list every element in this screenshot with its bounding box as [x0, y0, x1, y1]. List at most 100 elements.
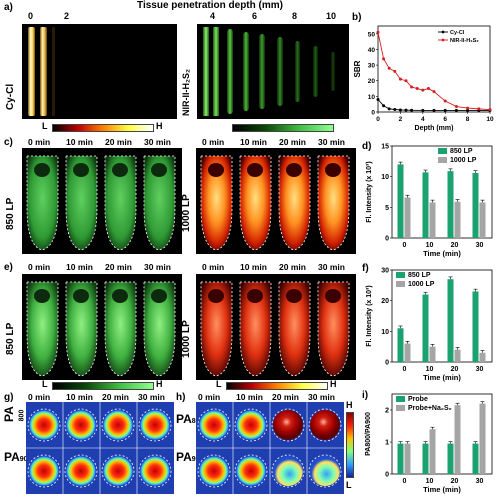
time-label: 0 min: [28, 137, 51, 147]
tick: 8: [292, 11, 298, 21]
y-tick-label: 15: [381, 144, 389, 151]
data-point: [432, 90, 436, 94]
y-tick-label: 0: [385, 236, 389, 243]
time-label: 10 min: [66, 137, 93, 147]
bar: [397, 328, 404, 362]
x-tick-label: 30: [476, 366, 484, 373]
panel-c-letter: c): [4, 137, 13, 148]
x-tick-label: 30: [476, 478, 484, 485]
x-tick-label: 0: [376, 116, 380, 123]
y-tick-label: 10: [368, 94, 376, 101]
panel-d-letter: d): [362, 141, 372, 152]
x-tick-label: 20: [451, 478, 459, 485]
legend-label: 850 LP: [450, 148, 473, 155]
time-label: 20 min: [105, 262, 132, 272]
bar: [454, 349, 461, 362]
fl-intensity-bar-chart-f: 0 10 20 30 0 10 20 30 Time (min) Fl. Intensity (x…: [366, 268, 493, 382]
panel-c-right-label: 1000 LP: [181, 194, 192, 232]
data-point: [454, 108, 458, 112]
bar: [472, 443, 479, 474]
pa-images-h: [196, 402, 344, 494]
nir-ii-image: [197, 24, 349, 119]
time-label: 10 min: [240, 262, 267, 272]
time-label: 10 min: [236, 392, 263, 402]
time-label: 30 min: [144, 262, 171, 272]
x-axis-label: Depth (mm): [415, 125, 454, 132]
x-tick-label: 30: [476, 242, 484, 249]
pa-label: PA: [176, 450, 192, 464]
data-point: [432, 108, 436, 112]
y-tick-label: 5: [385, 205, 389, 212]
x-axis-label: Time (min): [423, 373, 461, 382]
y-tick-label: 30: [368, 63, 376, 70]
sbr-line-chart: 0 10 20 30 40 50 0 2 4 6 8 10 Depth (mm) SBR Cy-Cl NIR-…: [353, 25, 494, 132]
x-tick-label: 10: [426, 478, 434, 485]
x-tick-label: 0: [403, 478, 407, 485]
panel-h-letter: h): [176, 392, 186, 403]
panel-a-ticks-left: 0 2: [24, 11, 204, 23]
time-label: 30 min: [144, 137, 171, 147]
legend-swatch: [396, 281, 405, 287]
plot-frame: [391, 145, 493, 239]
tube-drawing: [200, 155, 350, 251]
data-point: [443, 99, 447, 103]
tube-drawing: [200, 281, 350, 377]
bar: [472, 291, 479, 362]
series-line: [377, 32, 491, 111]
legend-label: NIR-II-H₂S₂: [450, 38, 479, 44]
pa-label: PA: [2, 406, 16, 422]
data-point: [376, 97, 380, 101]
panel-a-title: Tissue penetration depth (mm): [137, 0, 283, 11]
data-point: [477, 107, 481, 111]
hot-colorbar: [52, 124, 154, 132]
pa-label: PA: [176, 412, 192, 426]
bar: [479, 202, 486, 238]
data-point: [376, 30, 380, 34]
data-point: [398, 108, 402, 112]
panel-a-left-label: Cy-Cl: [5, 83, 16, 110]
panel-a-right-label: NIR-II-H₂S₂: [181, 69, 191, 116]
data-point: [426, 87, 430, 91]
y-tick-label: 20: [368, 78, 376, 85]
legend-label: 850 LP: [408, 272, 431, 279]
pa900-label-g: PA900: [4, 450, 31, 464]
plot-frame: [391, 269, 493, 363]
bar: [454, 201, 461, 238]
panel-a-letter: a): [4, 2, 13, 13]
tick: 10: [326, 11, 337, 21]
time-label: 30 min: [308, 392, 335, 402]
cy-cl-image: [22, 24, 177, 119]
legend-marker: [441, 38, 445, 42]
bar: [429, 202, 436, 238]
panel-a-ticks-right: 4 6 8 10: [200, 11, 340, 23]
jet-colorbar: [346, 412, 354, 478]
y-tick-label: 50: [368, 31, 376, 38]
panel-g-letter: g): [4, 392, 14, 403]
bar: [397, 443, 404, 474]
bar: [447, 171, 454, 238]
legend-swatch: [438, 157, 447, 163]
legend-label: Probe+Na₂S₂: [408, 405, 452, 412]
scale-low-h: L: [346, 480, 352, 490]
legend-swatch: [396, 396, 405, 402]
data-point: [421, 88, 425, 92]
legend-swatch: [396, 405, 405, 411]
bar: [422, 294, 429, 362]
x-tick-label: 10: [486, 116, 494, 123]
y-tick-label: 0: [371, 110, 375, 117]
x-tick-label: 2: [399, 116, 403, 123]
panel-f-letter: f): [362, 263, 369, 274]
tick: 0: [28, 11, 34, 21]
data-point: [466, 108, 470, 112]
x-tick-label: 20: [451, 242, 459, 249]
x-tick-label: 10: [426, 242, 434, 249]
time-label: 20 min: [272, 392, 299, 402]
y-tick-label: 40: [368, 47, 376, 54]
tick: 4: [210, 11, 216, 21]
data-point: [454, 105, 458, 109]
plot-frame: [391, 393, 493, 475]
y-tick-label: 0: [385, 360, 389, 367]
bar: [404, 443, 411, 474]
data-point: [415, 87, 419, 91]
x-tick-label: 8: [466, 116, 470, 123]
